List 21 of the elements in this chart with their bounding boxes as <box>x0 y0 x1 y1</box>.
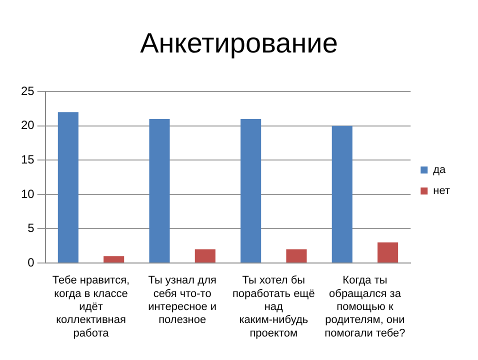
y-tick-label: 0 <box>28 255 35 270</box>
bar <box>58 112 78 262</box>
y-tick-label: 25 <box>20 84 35 98</box>
bar <box>104 256 124 262</box>
x-tick-label: Ты узнал для себя что-то интересное и полезное <box>148 274 217 326</box>
y-tick-label: 10 <box>20 186 35 201</box>
legend-label: нет <box>433 185 450 198</box>
y-tick-label: 15 <box>20 152 35 166</box>
y-tick-label: 20 <box>20 118 35 132</box>
y-tick-label: 5 <box>28 221 35 236</box>
bar <box>240 119 262 262</box>
bar <box>378 242 398 262</box>
bar <box>332 126 352 262</box>
x-tick-label: Когда ты обращался за помощью к родителям, они помогали тебе? <box>324 274 406 340</box>
bar <box>286 249 307 262</box>
chart-title: Анкетирование <box>140 28 338 59</box>
bar <box>194 249 216 262</box>
x-tick-label: Ты хотел бы поработать ещё над каким-нибудь проектом <box>232 274 315 340</box>
bar <box>149 119 170 262</box>
legend-label: да <box>433 164 447 176</box>
x-tick-label: Тебе нравится, когда в классе идёт коллективная работа <box>52 274 130 340</box>
